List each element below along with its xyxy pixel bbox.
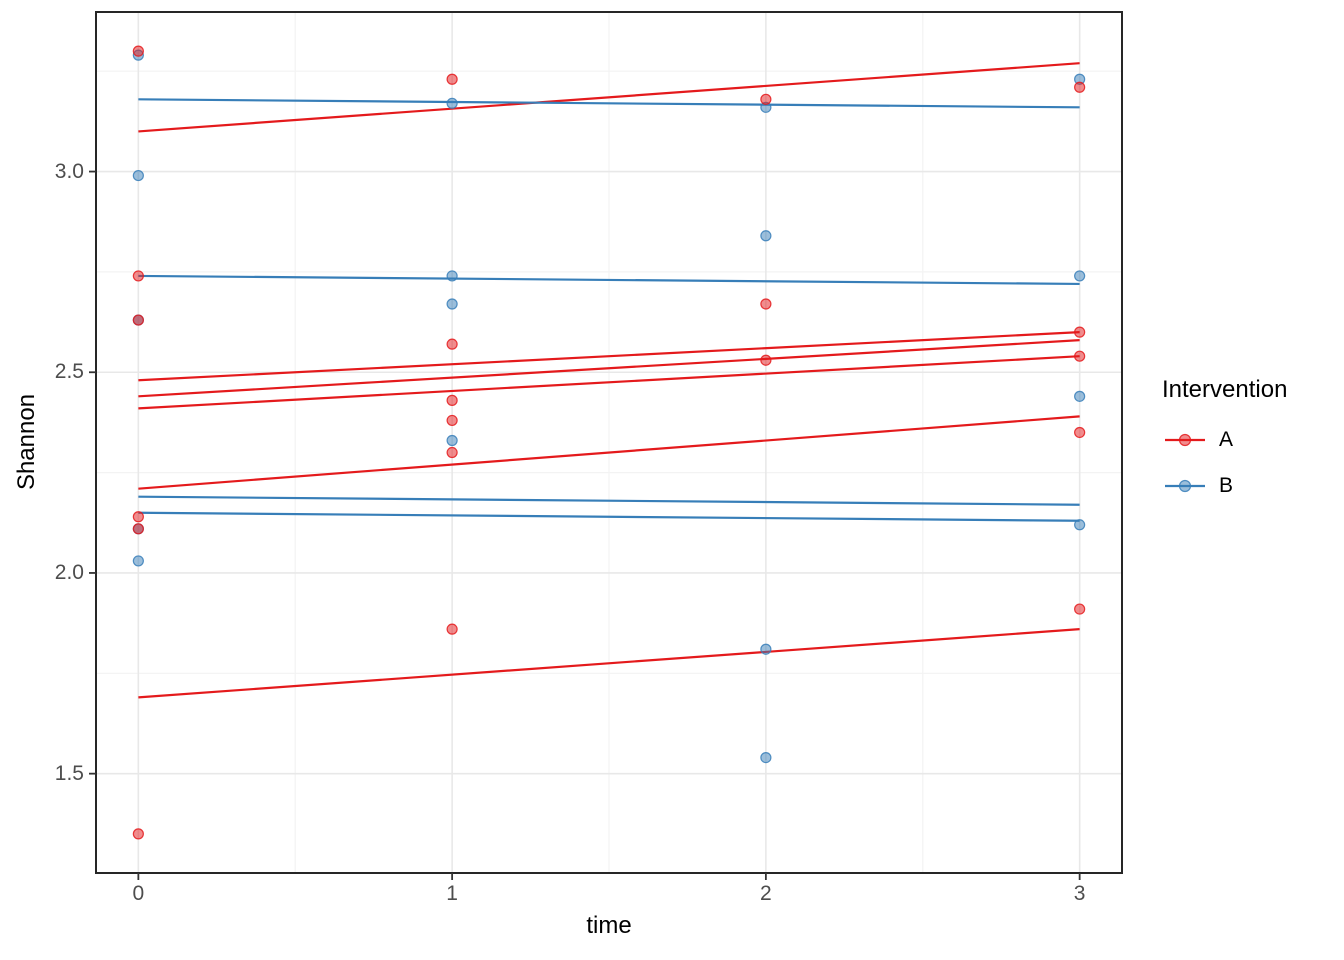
data-point-b — [1074, 270, 1086, 282]
data-point-b — [1074, 390, 1086, 402]
data-point-b — [446, 97, 458, 109]
data-point-a — [760, 354, 772, 366]
legend-key-point — [1178, 479, 1192, 493]
data-point-b — [1074, 519, 1086, 531]
data-point-b — [132, 169, 144, 182]
y-tick-label: 1.5 — [54, 761, 84, 785]
legend: Intervention A B — [1162, 376, 1344, 518]
fit-line-b — [138, 98, 1080, 109]
data-point-a — [760, 93, 772, 105]
y-axis-title: Shannon — [13, 393, 40, 491]
data-point-a — [132, 511, 144, 523]
legend-key-point — [1178, 433, 1192, 447]
legend-label-a: A — [1219, 428, 1234, 451]
data-point-b — [132, 555, 144, 567]
panel-border — [95, 11, 1123, 874]
data-point-a — [446, 338, 458, 350]
data-point-a — [1074, 603, 1086, 615]
fit-line-a — [138, 339, 1080, 398]
x-tick-label: 0 — [132, 882, 145, 905]
fit-line-b — [138, 511, 1080, 522]
x-axis-title: time — [586, 912, 632, 939]
fit-line-b — [138, 274, 1080, 286]
data-point-a — [1074, 426, 1086, 439]
fit-line-a — [138, 628, 1080, 699]
legend-item-a: A — [1162, 426, 1344, 454]
data-point-a — [760, 298, 772, 310]
fit-line-a — [138, 62, 1080, 133]
data-point-a — [1074, 350, 1086, 362]
data-point-a — [132, 314, 144, 326]
data-point-b — [760, 230, 772, 242]
legend-item-b: B — [1162, 472, 1344, 500]
data-point-a — [132, 828, 144, 840]
data-point-a — [446, 394, 458, 406]
data-point-a — [446, 73, 458, 85]
data-point-a — [1074, 326, 1086, 338]
data-point-a — [446, 623, 458, 635]
data-point-b — [446, 298, 458, 310]
y-tick-label: 3.0 — [54, 159, 84, 183]
legend-key-a-icon — [1165, 433, 1205, 447]
legend-key-b-icon — [1165, 479, 1205, 493]
y-tick-label: 2.0 — [54, 560, 84, 584]
x-tick-label: 1 — [446, 882, 458, 905]
fit-line-a — [138, 355, 1080, 410]
fit-line-a — [138, 331, 1080, 382]
fit-line-a — [138, 415, 1080, 490]
data-point-a — [446, 446, 458, 459]
data-point-b — [446, 270, 458, 282]
data-point-b — [760, 643, 772, 655]
x-tick-label: 3 — [1073, 882, 1086, 905]
legend-title: Intervention — [1162, 376, 1288, 403]
data-point-a — [132, 523, 144, 535]
fit-line-b — [138, 495, 1080, 506]
data-point-a — [1074, 81, 1086, 93]
y-tick-label: 2.5 — [54, 360, 84, 384]
data-point-b — [760, 751, 772, 764]
data-point-a — [132, 45, 144, 57]
data-point-b — [446, 434, 458, 447]
x-tick-label: 2 — [760, 882, 772, 905]
data-point-a — [446, 414, 458, 427]
legend-label-b: B — [1219, 474, 1234, 497]
data-point-a — [132, 270, 144, 282]
